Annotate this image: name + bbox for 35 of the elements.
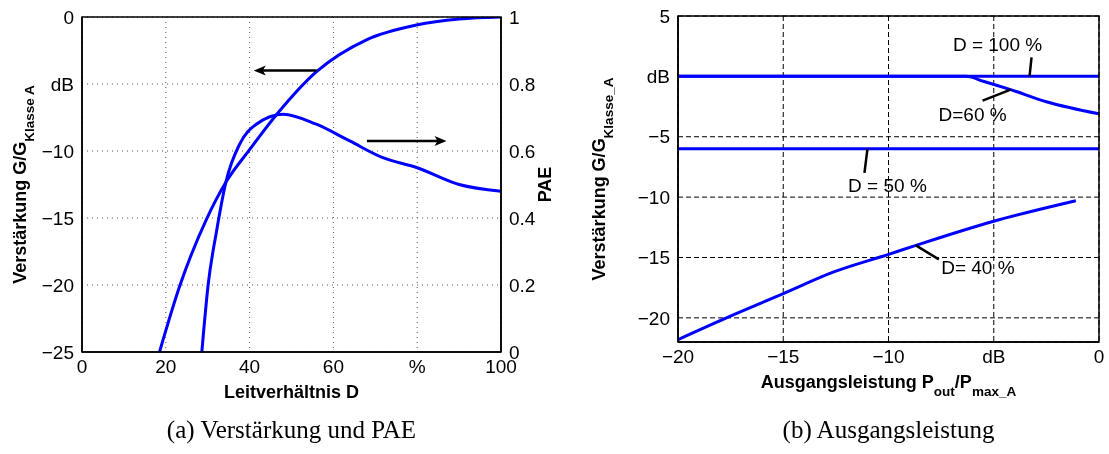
x-tick-label: 60	[322, 356, 344, 378]
y-tick-label: −25	[41, 341, 74, 363]
y2-tick-label: 0.2	[509, 274, 536, 296]
y-tick-label: −10	[637, 186, 670, 208]
y-tick-label: −5	[648, 126, 670, 148]
y-tick-label: −15	[41, 207, 74, 229]
y-tick-label: 5	[659, 5, 670, 27]
x-tick-label: dB	[982, 346, 1006, 368]
annotation: D = 100 %	[952, 34, 1043, 56]
x-tick-label: 40	[239, 356, 261, 378]
x-tick-label: −15	[767, 346, 800, 368]
y-tick-label: 0	[63, 6, 74, 28]
x-tick-label: %	[408, 356, 426, 378]
y2-axis-title: PAE	[535, 166, 555, 203]
annotation: D = 50 %	[848, 174, 927, 196]
y-tick-label: −10	[41, 140, 74, 162]
y-tick-label: dB	[646, 66, 670, 88]
x-axis-title: Leitverhältnis D	[223, 382, 360, 402]
text: (a) Verstärkung und PAE	[166, 416, 417, 444]
y2-tick-label: 1	[509, 6, 520, 28]
y2-tick-label: 0.6	[509, 140, 536, 162]
x-tick-label: 0	[76, 356, 88, 378]
x-tick-label: −10	[872, 346, 905, 368]
y-tick-label: dB	[50, 73, 74, 95]
y-tick-label: −20	[41, 274, 74, 296]
x-axis-title: Ausgangsleistung P$_{out}$/P$_{max_A}$	[760, 372, 1017, 399]
x-tick-label: 0	[1093, 346, 1105, 368]
x-tick-label: 20	[155, 356, 177, 378]
text: (b) Ausgangsleistung	[782, 416, 995, 444]
y-tick-label: −15	[637, 247, 670, 269]
annotation: D=60 %	[938, 103, 1007, 125]
annotation: D= 40 %	[941, 257, 1015, 279]
y2-tick-label: 0.8	[509, 73, 536, 95]
y2-tick-label: 0.4	[509, 207, 536, 229]
y-tick-label: −20	[637, 307, 670, 329]
